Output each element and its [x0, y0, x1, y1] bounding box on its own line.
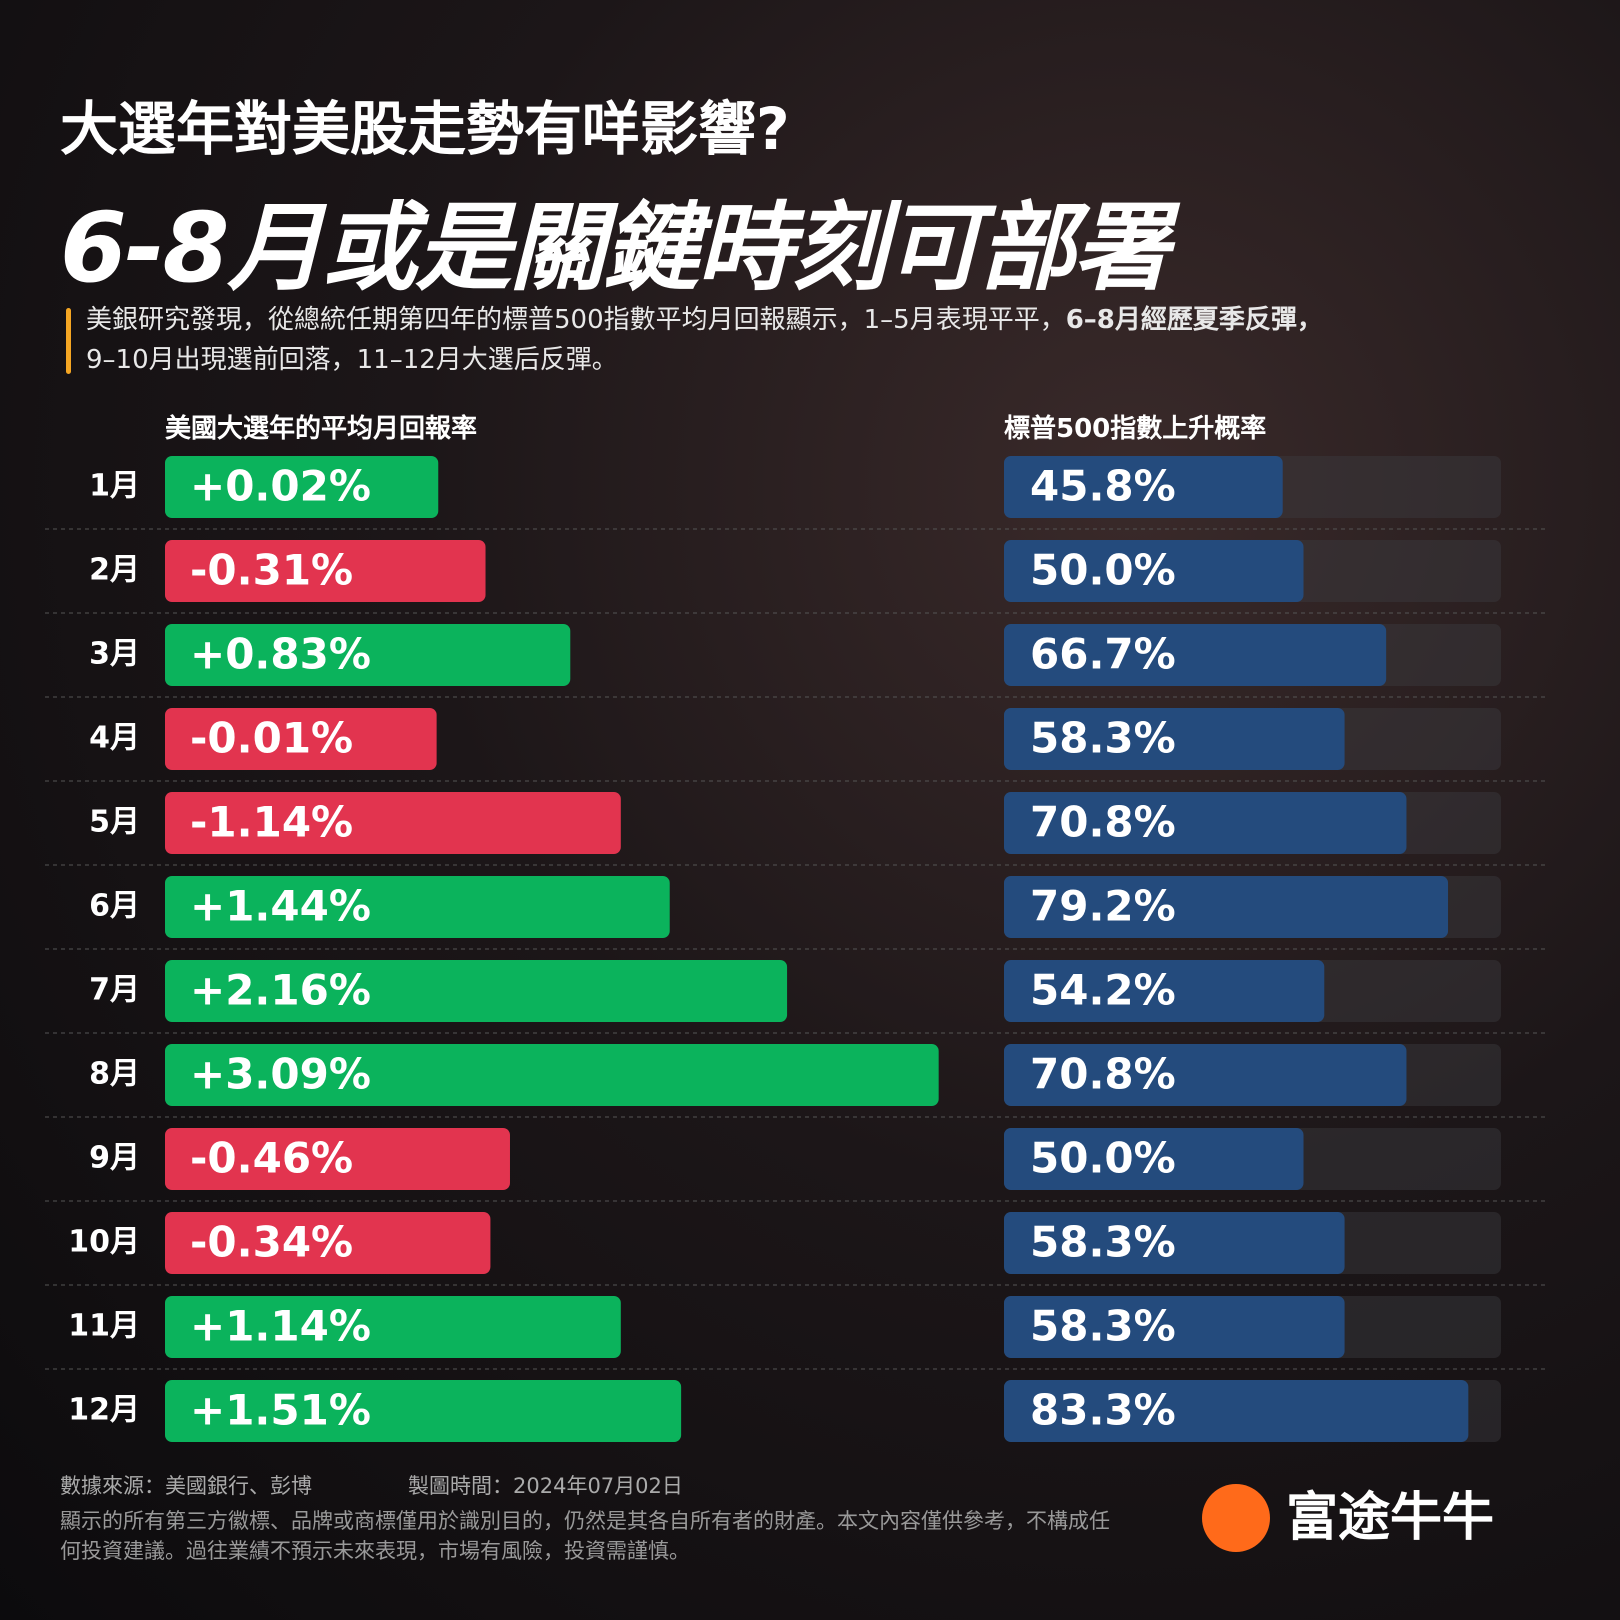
bar	[165, 708, 437, 770]
value-label: +0.83%	[190, 630, 371, 679]
bar	[165, 1212, 491, 1274]
value-label: 70.8%	[1030, 798, 1176, 847]
bar	[165, 792, 621, 854]
logo	[1202, 1484, 1270, 1552]
value-label: -0.31%	[190, 546, 353, 595]
title: 大選年對美股走勢有咩影響?	[60, 95, 790, 163]
category-label: 9月	[89, 1141, 140, 1176]
category-label: 10月	[68, 1225, 140, 1260]
bar	[165, 876, 670, 938]
date: 製圖時間：2024年07月02日	[408, 1474, 683, 1498]
value-label: 50.0%	[1030, 1134, 1176, 1183]
value-label: +2.16%	[190, 966, 371, 1015]
bar	[1004, 876, 1449, 938]
value-label: +3.09%	[190, 1050, 371, 1099]
bar	[1004, 540, 1304, 602]
bar	[1004, 456, 1283, 518]
value-label: -0.34%	[190, 1218, 353, 1267]
subtitle-text: 美銀研究發現，從總統任期第四年的標普500指數平均月回報顯示，1–5月表現平平，	[86, 305, 1066, 335]
bar	[1004, 1212, 1345, 1274]
bar	[165, 1128, 510, 1190]
category-label: 7月	[89, 973, 140, 1008]
bar	[165, 456, 439, 518]
category-label: 12月	[68, 1393, 140, 1428]
value-label: +0.02%	[190, 462, 371, 511]
value-label: 50.0%	[1030, 546, 1176, 595]
bar	[165, 540, 486, 602]
bar	[165, 960, 788, 1022]
bar	[165, 1296, 621, 1358]
bar	[165, 624, 571, 686]
source: 數據來源：美國銀行、彭博	[60, 1474, 312, 1498]
bar	[165, 1044, 939, 1106]
accent-bar	[66, 308, 71, 374]
value-label: 79.2%	[1030, 882, 1176, 931]
brand: 富途牛牛	[1286, 1488, 1495, 1548]
headline: 6-8月或是關鍵時刻可部署	[60, 192, 1169, 304]
value-label: 45.8%	[1030, 462, 1176, 511]
value-label: +1.44%	[190, 882, 371, 931]
subtitle-bold: 6–8月經歷夏季反彈，	[1065, 305, 1323, 335]
value-label: 83.3%	[1030, 1386, 1176, 1435]
panel-title: 標普500指數上升概率	[1004, 414, 1267, 444]
category-label: 1月	[89, 469, 140, 504]
bar	[1004, 708, 1345, 770]
value-label: 58.3%	[1030, 1302, 1176, 1351]
category-label: 2月	[89, 553, 140, 588]
category-label: 8月	[89, 1057, 140, 1092]
value-label: 58.3%	[1030, 714, 1176, 763]
value-label: 58.3%	[1030, 1218, 1176, 1267]
bar	[1004, 1296, 1345, 1358]
subtitle-text: 9–10月出現選前回落，11–12月大選后反彈。	[86, 345, 618, 375]
value-label: -0.46%	[190, 1134, 353, 1183]
value-label: -1.14%	[190, 798, 353, 847]
category-label: 6月	[89, 889, 140, 924]
category-label: 5月	[89, 805, 140, 840]
value-label: 70.8%	[1030, 1050, 1176, 1099]
bar	[165, 1380, 682, 1442]
subtitle: 美銀研究發現，從總統任期第四年的標普500指數平均月回報顯示，1–5月表現平平，…	[86, 300, 1566, 380]
bar	[1004, 792, 1407, 854]
bar	[1004, 1380, 1469, 1442]
bar	[1004, 1128, 1304, 1190]
category-label: 3月	[89, 637, 140, 672]
bar	[1004, 624, 1387, 686]
value-label: 66.7%	[1030, 630, 1176, 679]
panel-title: 美國大選年的平均月回報率	[165, 414, 478, 444]
category-label: 11月	[68, 1309, 140, 1344]
category-label: 4月	[89, 721, 140, 756]
bar	[1004, 960, 1325, 1022]
value-label: +1.51%	[190, 1386, 371, 1435]
value-label: +1.14%	[190, 1302, 371, 1351]
value-label: 54.2%	[1030, 966, 1176, 1015]
disclaimer: 顯示的所有第三方徽標、品牌或商標僅用於識別目的，仍然是其各自所有者的財產。本文內…	[60, 1509, 1110, 1563]
value-label: -0.01%	[190, 714, 353, 763]
bar	[1004, 1044, 1407, 1106]
